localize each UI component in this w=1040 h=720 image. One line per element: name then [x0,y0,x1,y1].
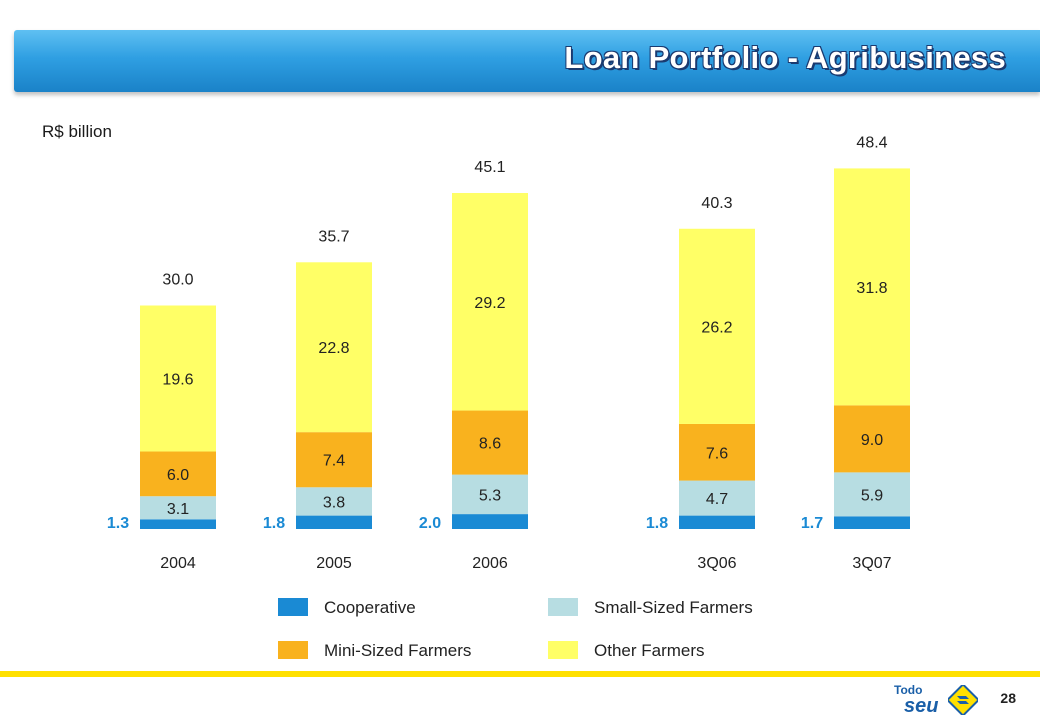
bar-cooperative-2004 [140,519,216,529]
x-tick-label-2006: 2006 [472,555,508,572]
data-label-other-2004: 19.6 [162,372,193,389]
bar-small-3Q07 [834,472,910,517]
legend-swatch-mini [278,641,308,659]
bar-cooperative-2006 [452,514,528,529]
bar-other-3Q06 [679,228,755,424]
total-label-2004: 30.0 [162,272,193,289]
data-label-other-2005: 22.8 [318,340,349,357]
data-label-cooperative-3Q06: 1.8 [646,515,668,532]
page-number: 28 [1000,690,1016,706]
bar-mini-2004 [140,451,216,497]
data-label-cooperative-3Q07: 1.7 [801,515,823,532]
data-label-other-3Q06: 26.2 [701,319,732,336]
data-label-mini-2005: 7.4 [323,453,345,470]
bar-cooperative-3Q06 [679,515,755,529]
data-label-mini-2004: 6.0 [167,467,189,484]
bar-other-3Q07 [834,168,910,406]
brand-line1: Todo [894,683,923,697]
data-label-mini-3Q07: 9.0 [861,432,883,449]
bar-mini-3Q07 [834,405,910,473]
data-label-other-3Q07: 31.8 [856,280,887,297]
bar-other-2006 [452,193,528,411]
bar-small-2004 [140,496,216,520]
data-label-cooperative-2004: 1.3 [107,515,129,532]
bar-mini-2005 [296,432,372,488]
bar-mini-3Q06 [679,423,755,481]
unit-label: R$ billion [42,122,112,141]
footer-divider [0,671,1040,677]
total-label-2005: 35.7 [318,228,349,245]
bar-other-2004 [140,305,216,452]
x-tick-label-2004: 2004 [160,555,196,572]
legend-swatch-cooperative [278,598,308,616]
data-label-small-3Q07: 5.9 [861,487,883,504]
data-label-mini-3Q06: 7.6 [706,445,728,462]
total-label-2006: 45.1 [474,159,505,176]
data-label-other-2006: 29.2 [474,295,505,312]
legend-label-mini: Mini-Sized Farmers [324,641,472,660]
bar-other-2005 [296,262,372,433]
bar-small-2005 [296,487,372,516]
total-label-3Q07: 48.4 [856,134,887,151]
bar-cooperative-2005 [296,515,372,529]
stacked-bar-chart: 1.3 3.1 6.0 19.6 30.0 2004 1.8 3.8 7.4 22.8 35.7 20… [107,134,910,572]
title-banner [14,30,1040,92]
bar-small-2006 [452,474,528,515]
data-label-cooperative-2005: 1.8 [263,515,285,532]
legend-label-small: Small-Sized Farmers [594,598,753,617]
page-title: Loan Portfolio - Agribusiness [564,40,1006,75]
total-label-3Q06: 40.3 [701,195,732,212]
data-label-small-3Q06: 4.7 [706,491,728,508]
legend-label-other: Other Farmers [594,641,705,660]
data-label-cooperative-2006: 2.0 [419,515,441,532]
bar-cooperative-3Q07 [834,516,910,529]
bank-logo-icon [948,685,978,715]
legend-label-cooperative: Cooperative [324,598,416,617]
data-label-small-2004: 3.1 [167,501,189,518]
x-tick-label-3Q07: 3Q07 [852,555,891,572]
data-label-mini-2006: 8.6 [479,436,501,453]
x-tick-label-2005: 2005 [316,555,352,572]
data-label-small-2005: 3.8 [323,494,345,511]
data-label-small-2006: 5.3 [479,487,501,504]
brand-line2: seu [904,695,939,717]
bar-small-3Q06 [679,480,755,516]
legend-swatch-other [548,641,578,659]
brand-logo: Todo seu [892,683,982,717]
x-tick-label-3Q06: 3Q06 [697,555,736,572]
legend-swatch-small [548,598,578,616]
bar-mini-2006 [452,410,528,475]
